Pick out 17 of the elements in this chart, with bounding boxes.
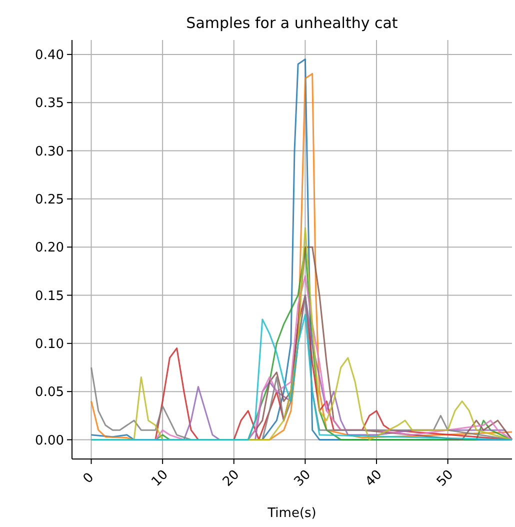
y-tick-label: 0.10 <box>35 336 64 352</box>
x-tick-label: 0 <box>80 470 98 487</box>
y-tick-label: 0.40 <box>35 48 64 63</box>
x-tick-label: 40 <box>362 467 386 490</box>
y-tick-label: 0.05 <box>35 385 64 400</box>
x-tick-label: 20 <box>220 467 243 490</box>
y-tick-label: 0.15 <box>35 288 64 304</box>
x-tick-label: 30 <box>292 467 314 490</box>
x-tick-label: 10 <box>148 467 172 490</box>
y-tick-label: 0.20 <box>35 240 64 256</box>
x-axis-title: Time(s) <box>266 506 316 521</box>
x-tick-label: 50 <box>434 467 456 490</box>
y-tick-label: 0.00 <box>35 433 64 448</box>
chart-title: Samples for a unhealthy cat <box>186 14 398 32</box>
y-tick-label: 0.35 <box>35 96 64 112</box>
y-tick-label: 0.30 <box>35 144 64 160</box>
y-tick-label: 0.25 <box>35 192 64 208</box>
